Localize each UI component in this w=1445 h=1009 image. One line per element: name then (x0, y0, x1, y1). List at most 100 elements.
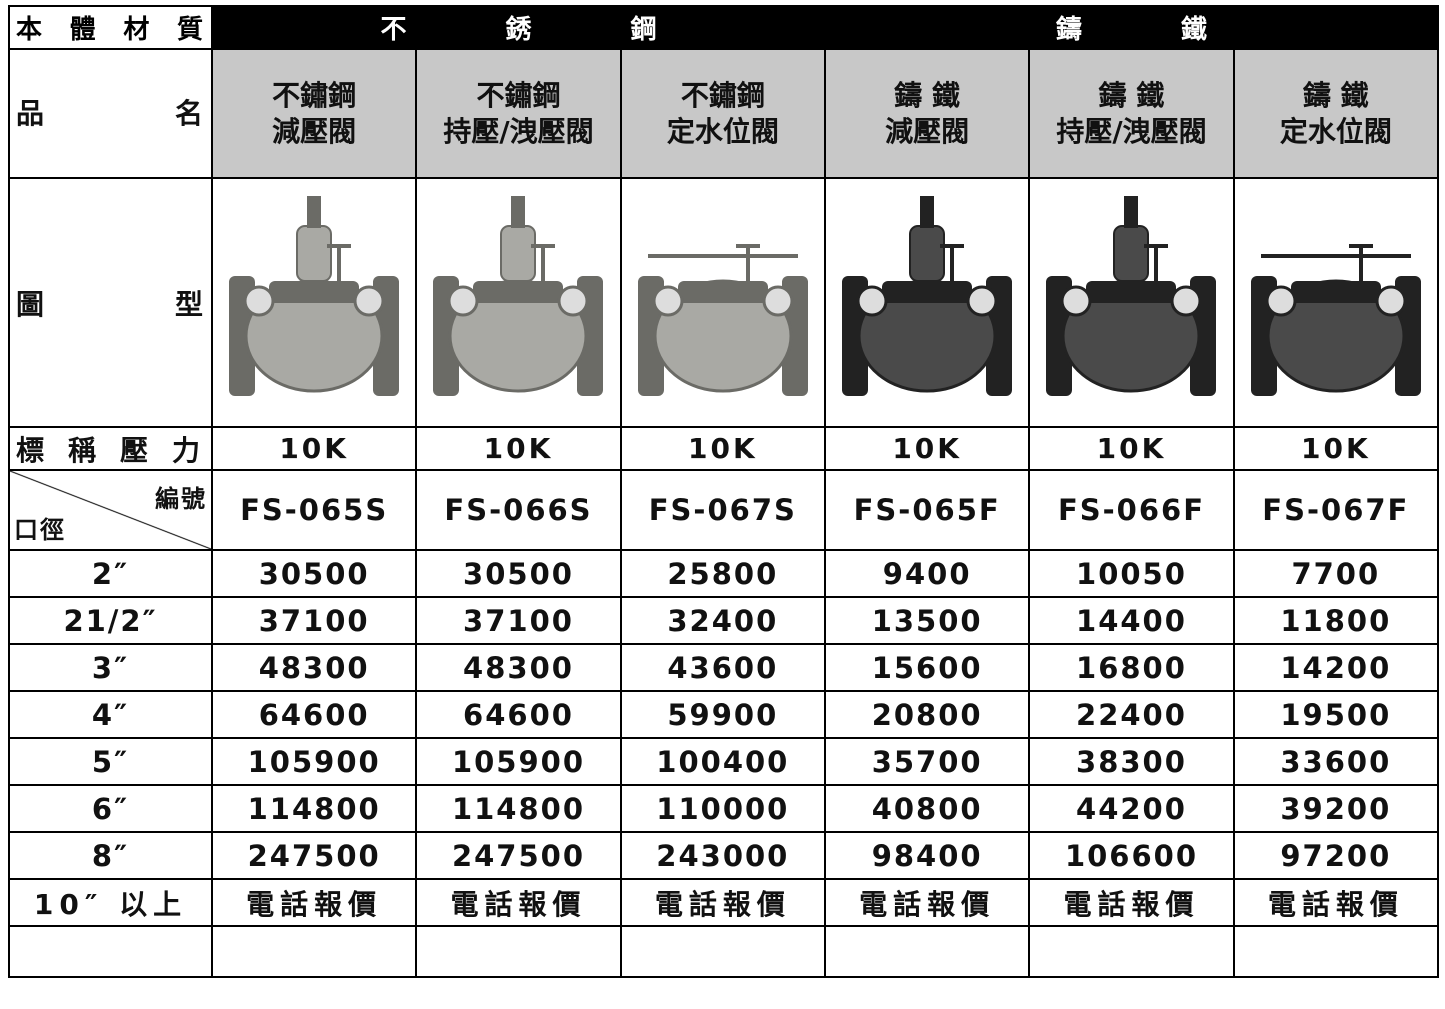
empty-cell (619, 925, 826, 978)
price: 30500 (210, 549, 418, 598)
product-name: 不鏽鋼 (272, 78, 357, 112)
product-name: 持壓/洩壓閥 (1056, 114, 1207, 148)
table-row: 5″ 105900 105900 100400 35700 38300 33600 (8, 737, 1440, 786)
table-row: 21/2″ 37100 37100 32400 13500 14400 11800 (8, 596, 1440, 645)
table-row: 標 稱 壓 力 10K 10K 10K 10K 10K 10K (8, 426, 1440, 471)
price: 電話報價 (415, 878, 622, 927)
price: 14200 (1232, 643, 1440, 692)
price: 16800 (1028, 643, 1235, 692)
product-image-cell (823, 177, 1031, 428)
price: 33600 (1232, 737, 1440, 786)
table-row: 10″ 以上 電話報價 電話報價 電話報價 電話報價 電話報價 電話報價 (8, 878, 1440, 927)
model-code: FS-066F (1028, 469, 1235, 551)
empty-cell (1232, 925, 1440, 978)
row-label: 標 稱 壓 力 (8, 426, 213, 471)
product-name: 不鏽鋼 (476, 78, 561, 112)
model-code: FS-067F (1232, 469, 1440, 551)
product-name: 鑄 鐵 (894, 78, 961, 112)
model-code: FS-066S (415, 469, 622, 551)
price: 電話報價 (619, 878, 826, 927)
product-name-cell: 不鏽鋼 持壓/洩壓閥 (415, 48, 622, 179)
empty-cell (8, 925, 213, 978)
price: 97200 (1232, 831, 1440, 880)
product-name: 持壓/洩壓閥 (443, 114, 594, 148)
price: 15600 (823, 643, 1031, 692)
product-image-cell (415, 177, 622, 428)
price: 40800 (823, 784, 1031, 833)
valve-image (1046, 195, 1217, 396)
price: 電話報價 (1232, 878, 1440, 927)
price: 243000 (619, 831, 826, 880)
model-code: FS-067S (619, 469, 826, 551)
price: 39200 (1232, 784, 1440, 833)
size-label: 口徑 (14, 516, 66, 544)
product-name-cell: 不鏽鋼 減壓閥 (210, 48, 418, 179)
product-name-cell: 鑄 鐵定水位閥 (1232, 48, 1440, 179)
price: 98400 (823, 831, 1031, 880)
product-image-cell (210, 177, 418, 428)
valve-image (637, 243, 808, 396)
price: 20800 (823, 690, 1031, 739)
product-name-cell: 鑄 鐵減壓閥 (823, 48, 1031, 179)
price: 64600 (210, 690, 418, 739)
empty-cell (415, 925, 622, 978)
pressure: 10K (619, 426, 826, 471)
diagonal-header: 編號 口徑 (8, 469, 213, 551)
price: 19500 (1232, 690, 1440, 739)
price: 電話報價 (210, 878, 418, 927)
price: 電話報價 (1028, 878, 1235, 927)
table-row: 本 體 材 質不 銹 鋼鑄 鐵 (8, 5, 1440, 50)
price: 30500 (415, 549, 622, 598)
size: 10″ 以上 (8, 878, 213, 927)
product-image-cell (1028, 177, 1235, 428)
price: 電話報價 (823, 878, 1031, 927)
size: 6″ (8, 784, 213, 833)
row-label: 品 名 (8, 48, 213, 179)
table-row: 圖 型 (8, 177, 1440, 428)
table-body: 本 體 材 質不 銹 鋼鑄 鐵品 名不鏽鋼 減壓閥 不鏽鋼 持壓/洩壓閥 不鏽鋼 定水位閥… (8, 5, 1440, 978)
material-group: 鑄 鐵 (823, 5, 1440, 50)
price: 110000 (619, 784, 826, 833)
product-name: 定水位閥 (1279, 114, 1392, 148)
price: 105900 (210, 737, 418, 786)
valve-image (1250, 243, 1421, 396)
pressure: 10K (823, 426, 1031, 471)
material-group: 不 銹 鋼 (211, 5, 826, 50)
model-code: FS-065F (823, 469, 1031, 551)
size: 5″ (8, 737, 213, 786)
valve-image (842, 195, 1013, 396)
price: 22400 (1028, 690, 1235, 739)
price: 11800 (1232, 596, 1440, 645)
price: 48300 (415, 643, 622, 692)
product-name: 減壓閥 (272, 114, 357, 148)
price: 100400 (619, 737, 826, 786)
price: 38300 (1028, 737, 1235, 786)
pressure: 10K (210, 426, 418, 471)
price: 32400 (619, 596, 826, 645)
product-image-cell (1232, 177, 1440, 428)
price: 7700 (1232, 549, 1440, 598)
product-name: 鑄 鐵 (1098, 78, 1165, 112)
row-label: 圖 型 (8, 177, 213, 428)
size: 3″ (8, 643, 213, 692)
price: 114800 (210, 784, 418, 833)
empty-cell (823, 925, 1031, 978)
size: 4″ (8, 690, 213, 739)
pressure: 10K (1232, 426, 1440, 471)
price: 9400 (823, 549, 1031, 598)
size: 21/2″ (8, 596, 213, 645)
product-name: 不鏽鋼 (680, 78, 765, 112)
table-row: 6″ 114800 114800 110000 40800 44200 39200 (8, 784, 1440, 833)
product-name-cell: 不鏽鋼 定水位閥 (619, 48, 826, 179)
table-row: 編號 口徑 FS-065S FS-066S FS-067S FS-065F FS-066F F… (8, 469, 1440, 551)
material-label: 本 體 材 質 (8, 5, 213, 50)
valve-image (433, 195, 604, 396)
price: 105900 (415, 737, 622, 786)
pressure: 10K (1028, 426, 1235, 471)
table-row: 3″ 48300 48300 43600 15600 16800 14200 (8, 643, 1440, 692)
table-row: 品 名不鏽鋼 減壓閥 不鏽鋼 持壓/洩壓閥 不鏽鋼 定水位閥鑄 鐵減壓閥鑄 鐵持壓/洩壓閥… (8, 48, 1440, 179)
price: 10050 (1028, 549, 1235, 598)
product-name: 定水位閥 (666, 114, 779, 148)
size: 8″ (8, 831, 213, 880)
